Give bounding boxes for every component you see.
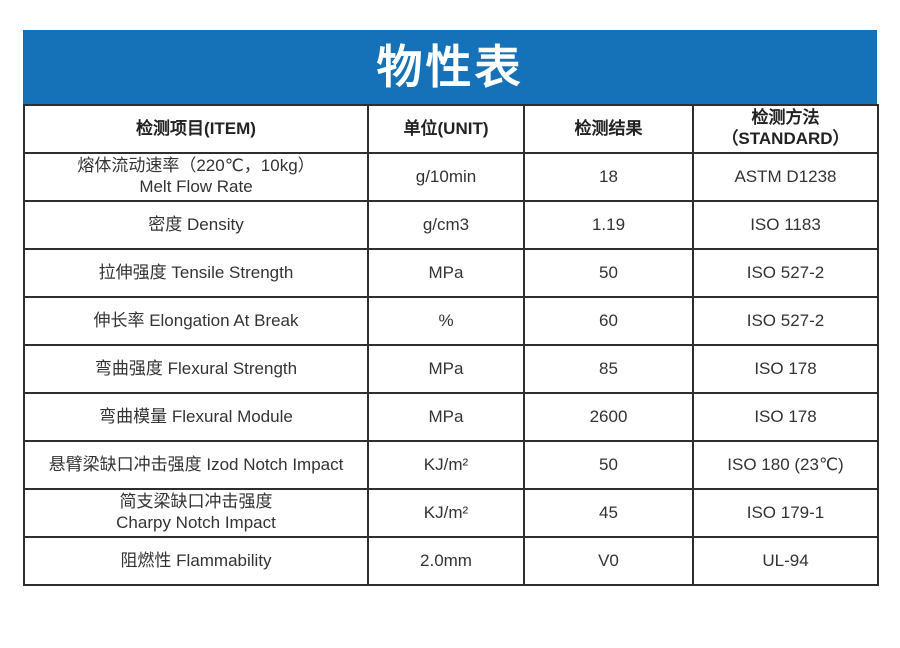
cell-unit: g/cm3 [367,200,525,250]
cell-result: 50 [523,248,694,298]
cell-standard: ISO 1183 [692,200,879,250]
header-item: 检测项目(ITEM) [23,104,369,154]
cell-item: 拉伸强度 Tensile Strength [23,248,369,298]
cell-result: V0 [523,536,694,586]
cell-standard: UL-94 [692,536,879,586]
table-row: 密度 Density g/cm3 1.19 ISO 1183 [23,200,879,250]
cell-result: 60 [523,296,694,346]
page-title: 物性表 [376,41,524,93]
header-standard: 检测方法 （STANDARD） [692,104,879,154]
cell-unit: g/10min [367,152,525,202]
cell-result: 1.19 [523,200,694,250]
cell-standard: ISO 179-1 [692,488,879,538]
table-row: 拉伸强度 Tensile Strength MPa 50 ISO 527-2 [23,248,879,298]
cell-item: 密度 Density [23,200,369,250]
table-row: 弯曲模量 Flexural Module MPa 2600 ISO 178 [23,392,879,442]
cell-standard: ISO 178 [692,344,879,394]
cell-standard: ISO 527-2 [692,248,879,298]
table-row: 熔体流动速率（220℃，10kg） Melt Flow Rate g/10min… [23,152,879,202]
table-row: 弯曲强度 Flexural Strength MPa 85 ISO 178 [23,344,879,394]
cell-result: 2600 [523,392,694,442]
table-row: 简支梁缺口冲击强度 Charpy Notch Impact KJ/m² 45 I… [23,488,879,538]
cell-result: 85 [523,344,694,394]
table-row: 阻燃性 Flammability 2.0mm V0 UL-94 [23,536,879,586]
cell-item: 熔体流动速率（220℃，10kg） Melt Flow Rate [23,152,369,202]
header-result: 检测结果 [523,104,694,154]
cell-item: 简支梁缺口冲击强度 Charpy Notch Impact [23,488,369,538]
table-header-row: 检测项目(ITEM) 单位(UNIT) 检测结果 检测方法 （STANDARD） [23,104,879,154]
cell-unit: KJ/m² [367,440,525,490]
cell-item: 伸长率 Elongation At Break [23,296,369,346]
cell-unit: KJ/m² [367,488,525,538]
cell-unit: MPa [367,392,525,442]
header-unit: 单位(UNIT) [367,104,525,154]
cell-result: 50 [523,440,694,490]
cell-unit: 2.0mm [367,536,525,586]
cell-standard: ISO 178 [692,392,879,442]
table-row: 悬臂梁缺口冲击强度 Izod Notch Impact KJ/m² 50 ISO… [23,440,879,490]
cell-unit: % [367,296,525,346]
spec-sheet: 物性表 检测项目(ITEM) 单位(UNIT) 检测结果 检测方法 （STAND… [23,30,879,586]
cell-item: 弯曲模量 Flexural Module [23,392,369,442]
cell-unit: MPa [367,248,525,298]
cell-result: 18 [523,152,694,202]
properties-table: 检测项目(ITEM) 单位(UNIT) 检测结果 检测方法 （STANDARD）… [23,104,879,586]
cell-item: 阻燃性 Flammability [23,536,369,586]
title-banner: 物性表 [23,30,877,104]
cell-item: 弯曲强度 Flexural Strength [23,344,369,394]
cell-standard: ASTM D1238 [692,152,879,202]
table-row: 伸长率 Elongation At Break % 60 ISO 527-2 [23,296,879,346]
cell-unit: MPa [367,344,525,394]
cell-standard: ISO 527-2 [692,296,879,346]
cell-item: 悬臂梁缺口冲击强度 Izod Notch Impact [23,440,369,490]
cell-standard: ISO 180 (23℃) [692,440,879,490]
cell-result: 45 [523,488,694,538]
